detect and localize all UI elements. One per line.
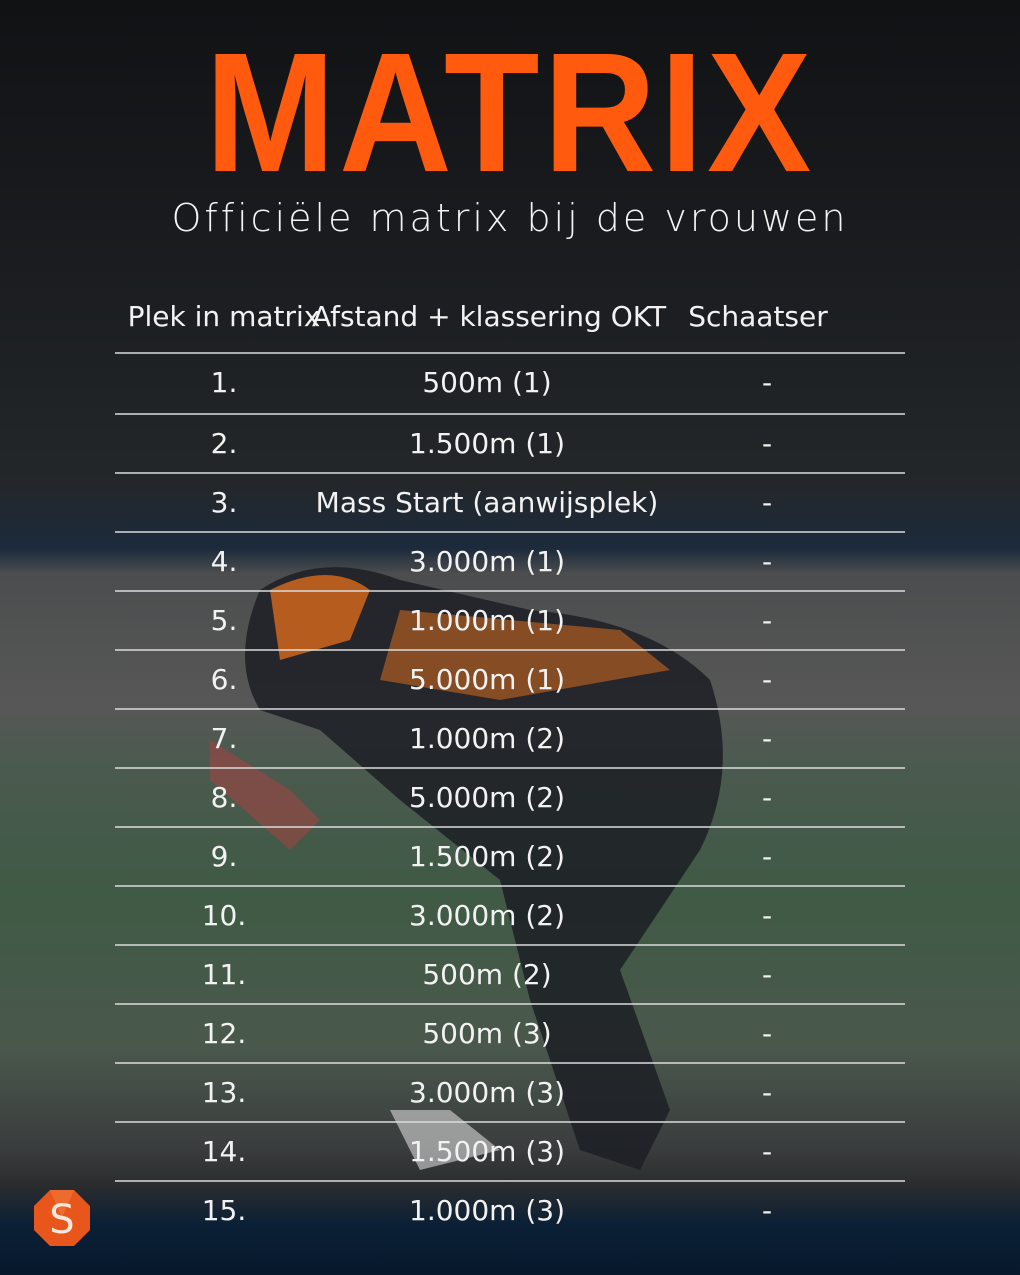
table-row: 9. 1.500m (2) - (115, 826, 905, 885)
column-header-skater: Schaatser (688, 300, 828, 333)
table-row: 4. 3.000m (1) - (115, 531, 905, 590)
skater-cell: - (761, 486, 773, 519)
table-row: 3. Mass Start (aanwijsplek) - (115, 472, 905, 531)
distance-cell: 3.000m (1) (409, 545, 565, 578)
skater-cell: - (761, 427, 773, 460)
distance-cell: 1.000m (2) (409, 722, 565, 755)
distance-cell: Mass Start (aanwijsplek) (315, 486, 659, 519)
skater-cell: - (761, 1076, 773, 1109)
place-cell: 6. (210, 663, 238, 696)
distance-cell: 1.500m (2) (409, 840, 565, 873)
distance-cell: 3.000m (2) (409, 899, 565, 932)
matrix-table: 1. 500m (1) -2. 1.500m (1) -3. Mass Start (aa… (115, 352, 905, 1239)
place-cell: 15. (201, 1194, 247, 1227)
place-cell: 11. (201, 958, 247, 991)
table-row: 2. 1.500m (1) - (115, 413, 905, 472)
table-row: 12. 500m (3) - (115, 1003, 905, 1062)
distance-cell: 3.000m (3) (409, 1076, 565, 1109)
place-cell: 5. (210, 604, 238, 637)
distance-cell: 500m (1) (422, 366, 552, 399)
table-row: 10. 3.000m (2) - (115, 885, 905, 944)
place-cell: 3. (210, 486, 238, 519)
place-cell: 4. (210, 545, 238, 578)
place-cell: 13. (201, 1076, 247, 1109)
svg-text:S: S (49, 1197, 74, 1243)
distance-cell: 5.000m (1) (409, 663, 565, 696)
table-row: 1. 500m (1) - (115, 352, 905, 413)
place-cell: 12. (201, 1017, 247, 1050)
table-row: 8. 5.000m (2) - (115, 767, 905, 826)
page-subtitle: Officiële matrix bij de vrouwen (171, 196, 849, 240)
skater-cell: - (761, 1194, 773, 1227)
place-cell: 9. (210, 840, 238, 873)
skater-cell: - (761, 722, 773, 755)
distance-cell: 500m (2) (422, 958, 552, 991)
skater-cell: - (761, 663, 773, 696)
page-title: MATRIX (205, 18, 815, 208)
table-row: 6. 5.000m (1) - (115, 649, 905, 708)
distance-cell: 1.500m (1) (409, 427, 565, 460)
place-cell: 8. (210, 781, 238, 814)
skater-cell: - (761, 781, 773, 814)
table-row: 15. 1.000m (3) - (115, 1180, 905, 1239)
column-header-distance: Afstand + klassering OKT (311, 300, 667, 333)
skater-cell: - (761, 1017, 773, 1050)
distance-cell: 1.000m (1) (409, 604, 565, 637)
table-row: 14. 1.500m (3) - (115, 1121, 905, 1180)
place-cell: 7. (210, 722, 238, 755)
skater-cell: - (761, 1135, 773, 1168)
table-row: 5. 1.000m (1) - (115, 590, 905, 649)
column-header-place: Plek in matrix (127, 300, 321, 333)
distance-cell: 1.500m (3) (409, 1135, 565, 1168)
table-row: 13. 3.000m (3) - (115, 1062, 905, 1121)
skater-cell: - (761, 840, 773, 873)
distance-cell: 1.000m (3) (409, 1194, 565, 1227)
place-cell: 2. (210, 427, 238, 460)
skater-cell: - (761, 958, 773, 991)
place-cell: 1. (210, 366, 238, 399)
table-row: 7. 1.000m (2) - (115, 708, 905, 767)
place-cell: 10. (201, 899, 247, 932)
skater-cell: - (761, 366, 773, 399)
table-row: 11. 500m (2) - (115, 944, 905, 1003)
skater-cell: - (761, 604, 773, 637)
skater-cell: - (761, 899, 773, 932)
site-logo: S (34, 1190, 90, 1246)
distance-cell: 500m (3) (422, 1017, 552, 1050)
place-cell: 14. (201, 1135, 247, 1168)
skater-cell: - (761, 545, 773, 578)
distance-cell: 5.000m (2) (409, 781, 565, 814)
